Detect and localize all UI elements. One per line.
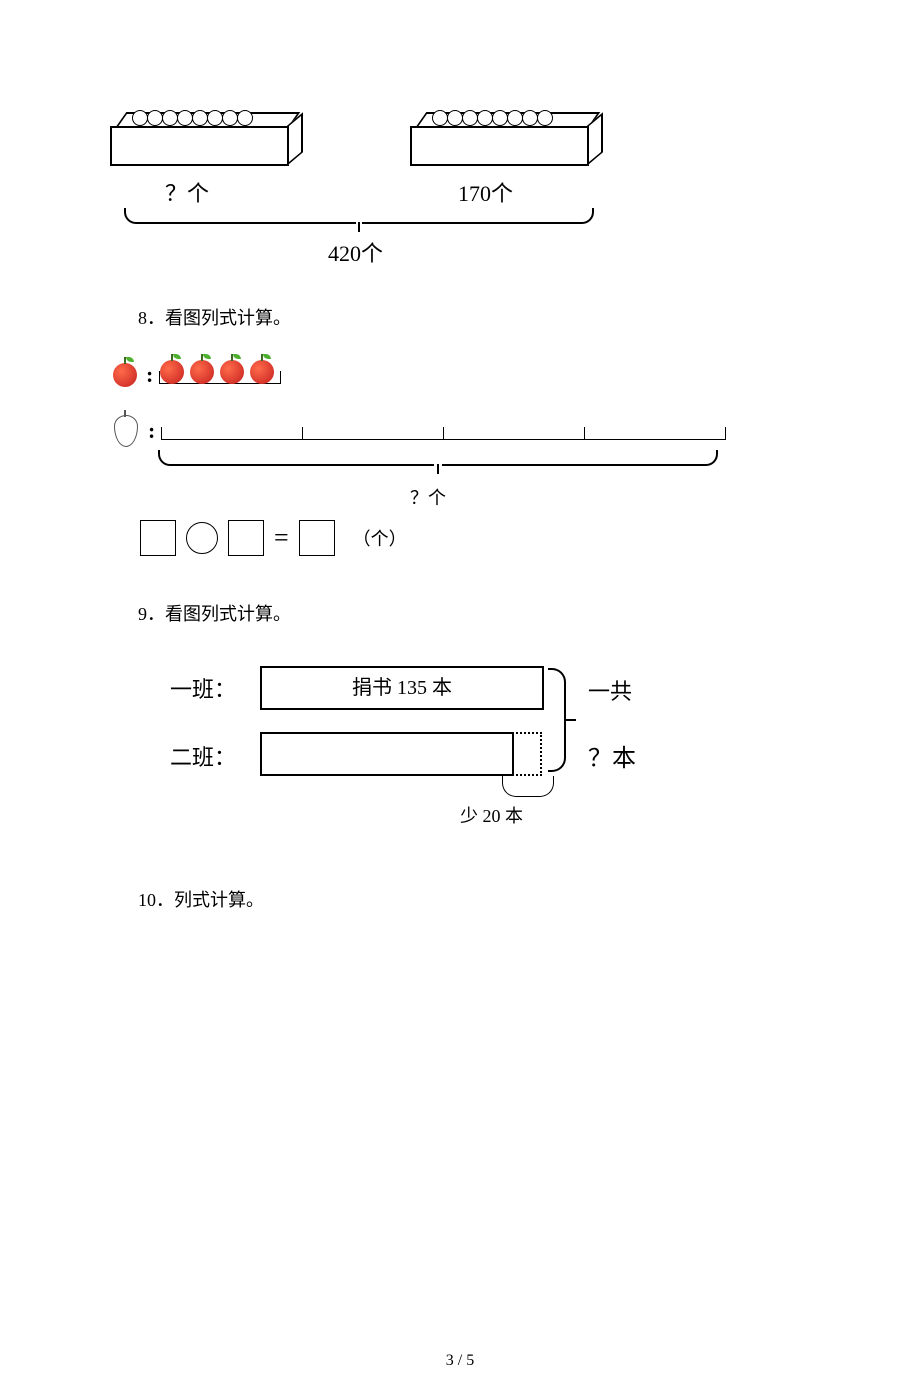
apple-icon <box>220 360 244 384</box>
q9-title: 9．看图列式计算。 <box>138 600 820 626</box>
apple-icon <box>113 363 137 387</box>
q7-left-box <box>110 112 300 162</box>
pear-icon <box>114 415 138 447</box>
blank-square[interactable] <box>140 520 176 556</box>
pear-segment <box>161 427 302 440</box>
q9-bar2-extension <box>512 732 542 776</box>
q8-apple-row: : <box>110 360 277 390</box>
q7-left-balls <box>132 110 252 126</box>
q9-total-bottom: ？本 <box>588 738 636 773</box>
q7-left-label: ？个 <box>165 176 209 208</box>
q9-diagram: 一班： 二班： 捐书 135 本 一共 ？本 少 20 本 <box>130 656 690 856</box>
q9-right-brace <box>548 668 578 772</box>
pear-segment <box>584 427 726 440</box>
worksheet-page: ？个 170个 420个 8．看图列式计算。 : : ？个 = （个） 9．看图 <box>0 0 920 1400</box>
q10-title: 10．列式计算。 <box>138 886 820 912</box>
q8-title: 8．看图列式计算。 <box>138 304 820 330</box>
q8-question-label: ？个 <box>410 484 446 510</box>
pear-bar <box>161 422 726 440</box>
q9-bar1: 捐书 135 本 <box>260 666 544 710</box>
q8-brace <box>158 450 718 480</box>
blank-operator[interactable] <box>186 522 218 554</box>
page-number: 3 / 5 <box>0 1352 920 1370</box>
colon: : <box>146 362 153 388</box>
q9-less-label: 少 20 本 <box>460 802 523 828</box>
q8-unit: （个） <box>353 525 407 551</box>
q8-equation: = （个） <box>140 520 407 556</box>
q7-total-label: 420个 <box>328 236 383 268</box>
apple-icon <box>190 360 214 384</box>
q7-right-box <box>410 112 600 162</box>
q8-diagram: : : ？个 = （个） <box>110 360 730 560</box>
apple-icon <box>160 360 184 384</box>
q9-class1-label: 一班： <box>170 672 236 704</box>
apple-icon <box>250 360 274 384</box>
q8-pear-row: : <box>110 415 726 447</box>
blank-square[interactable] <box>299 520 335 556</box>
q9-class2-label: 二班： <box>170 740 236 772</box>
pear-segment <box>302 427 443 440</box>
q9-less-brace <box>502 776 554 797</box>
q9-total-top: 一共 <box>588 674 632 706</box>
colon: : <box>148 418 155 444</box>
pear-segment <box>443 427 584 440</box>
q7-brace <box>124 208 594 238</box>
q7-diagram: ？个 170个 420个 <box>110 100 690 290</box>
q7-right-balls <box>432 110 552 126</box>
q9-bar2 <box>260 732 514 776</box>
equals-sign: = <box>274 523 289 553</box>
blank-square[interactable] <box>228 520 264 556</box>
q7-right-label: 170个 <box>458 176 513 208</box>
